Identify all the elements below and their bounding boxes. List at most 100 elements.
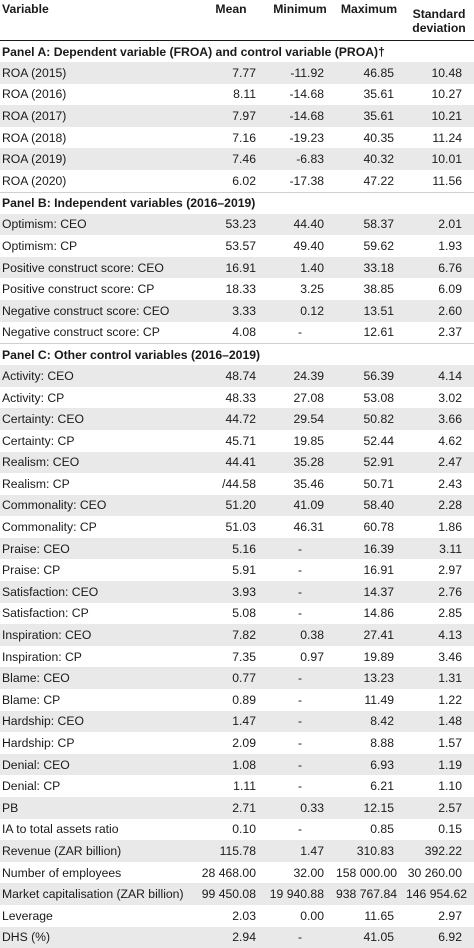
- maximum-cell: 27.41: [334, 624, 404, 646]
- variable-cell: Certainty: CP: [0, 430, 196, 452]
- mean-cell: 1.08: [196, 754, 266, 776]
- minimum-cell: 0.12: [266, 300, 334, 322]
- maximum-cell: 0.85: [334, 819, 404, 841]
- mean-cell: 0.77: [196, 667, 266, 689]
- minimum-cell: 27.08: [266, 387, 334, 409]
- mean-cell: 2.03: [196, 905, 266, 927]
- mean-cell: 4.08: [196, 322, 266, 344]
- minimum-cell: 49.40: [266, 235, 334, 257]
- sd-cell: 4.13: [404, 624, 474, 646]
- header-minimum: Minimum: [266, 0, 334, 41]
- mean-cell: 7.82: [196, 624, 266, 646]
- minimum-cell: 19.85: [266, 430, 334, 452]
- variable-cell: Positive construct score: CP: [0, 278, 196, 300]
- minimum-cell: 0.97: [266, 646, 334, 668]
- variable-cell: Inspiration: CEO: [0, 624, 196, 646]
- mean-cell: 7.77: [196, 62, 266, 84]
- minimum-cell: 19 940.88: [266, 883, 334, 905]
- sd-cell: 392.22: [404, 840, 474, 862]
- table-body: Panel A: Dependent variable (FROA) and c…: [0, 41, 474, 948]
- variable-cell: Number of employees: [0, 862, 196, 884]
- mean-cell: 7.46: [196, 148, 266, 170]
- minimum-cell: -: [266, 819, 334, 841]
- minimum-cell: -11.92: [266, 62, 334, 84]
- minimum-cell: -: [266, 603, 334, 625]
- sd-cell: 11.24: [404, 127, 474, 149]
- minimum-cell: -17.38: [266, 170, 334, 192]
- maximum-cell: 52.44: [334, 430, 404, 452]
- panel-header-row: Panel B: Independent variables (2016–201…: [0, 192, 474, 214]
- maximum-cell: 16.39: [334, 538, 404, 560]
- sd-cell: 2.37: [404, 322, 474, 344]
- sd-cell: 2.47: [404, 452, 474, 474]
- variable-cell: Denial: CP: [0, 775, 196, 797]
- variable-cell: Activity: CEO: [0, 365, 196, 387]
- maximum-cell: 6.21: [334, 775, 404, 797]
- mean-cell: 6.02: [196, 170, 266, 192]
- minimum-cell: -: [266, 927, 334, 948]
- sd-cell: 11.56: [404, 170, 474, 192]
- mean-cell: /44.58: [196, 473, 266, 495]
- variable-cell: IA to total assets ratio: [0, 819, 196, 841]
- variable-cell: Inspiration: CP: [0, 646, 196, 668]
- mean-cell: 2.94: [196, 927, 266, 948]
- maximum-cell: 59.62: [334, 235, 404, 257]
- mean-cell: 51.20: [196, 495, 266, 517]
- table-row: Market capitalisation (ZAR billion)99 45…: [0, 883, 474, 905]
- sd-cell: 10.01: [404, 148, 474, 170]
- mean-cell: 1.47: [196, 711, 266, 733]
- mean-cell: 44.41: [196, 452, 266, 474]
- panel-title: Panel B: Independent variables (2016–201…: [0, 192, 474, 214]
- minimum-cell: -: [266, 775, 334, 797]
- maximum-cell: 13.23: [334, 667, 404, 689]
- variable-cell: Denial: CEO: [0, 754, 196, 776]
- maximum-cell: 310.83: [334, 840, 404, 862]
- variable-cell: Market capitalisation (ZAR billion): [0, 883, 196, 905]
- mean-cell: 3.33: [196, 300, 266, 322]
- mean-cell: 5.91: [196, 559, 266, 581]
- variable-cell: Satisfaction: CEO: [0, 581, 196, 603]
- sd-cell: 2.97: [404, 905, 474, 927]
- mean-cell: 7.35: [196, 646, 266, 668]
- minimum-cell: -: [266, 322, 334, 344]
- variable-cell: Realism: CEO: [0, 452, 196, 474]
- panel-title: Panel A: Dependent variable (FROA) and c…: [0, 41, 474, 63]
- mean-cell: 2.71: [196, 797, 266, 819]
- maximum-cell: 12.15: [334, 797, 404, 819]
- minimum-cell: 35.28: [266, 452, 334, 474]
- maximum-cell: 158 000.00: [334, 862, 404, 884]
- minimum-cell: 35.46: [266, 473, 334, 495]
- variable-cell: DHS (%): [0, 927, 196, 948]
- maximum-cell: 8.88: [334, 732, 404, 754]
- mean-cell: 16.91: [196, 257, 266, 279]
- maximum-cell: 47.22: [334, 170, 404, 192]
- minimum-cell: -14.68: [266, 105, 334, 127]
- variable-cell: PB: [0, 797, 196, 819]
- mean-cell: 7.16: [196, 127, 266, 149]
- sd-cell: 10.27: [404, 84, 474, 106]
- minimum-cell: -: [266, 667, 334, 689]
- minimum-cell: -19.23: [266, 127, 334, 149]
- sd-cell: 1.48: [404, 711, 474, 733]
- minimum-cell: 0.38: [266, 624, 334, 646]
- sd-cell: 2.57: [404, 797, 474, 819]
- panel-header-row: Panel A: Dependent variable (FROA) and c…: [0, 41, 474, 63]
- maximum-cell: 41.05: [334, 927, 404, 948]
- sd-cell: 2.01: [404, 214, 474, 236]
- maximum-cell: 12.61: [334, 322, 404, 344]
